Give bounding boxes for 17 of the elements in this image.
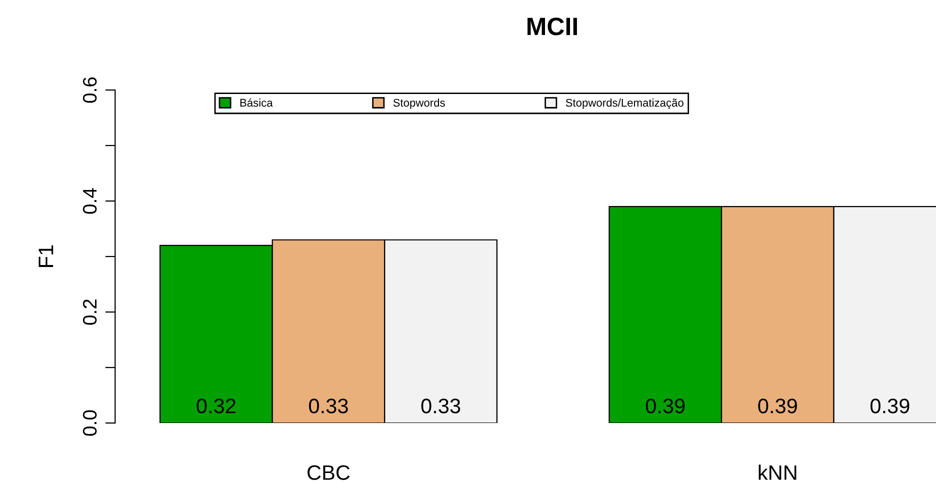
legend-label: Stopwords [393,98,445,109]
y-axis-title: F1 [38,245,54,267]
chart-title: MCII [528,18,577,36]
legend-label: Básica [240,98,273,107]
legend-label: Stopwords/Lematização [566,98,684,109]
y-tick-label: 0.4 [82,188,97,214]
data-label: 0.33 [309,398,348,414]
y-tick-label: 0.6 [82,77,97,103]
data-label: 0.33 [421,398,460,414]
data-label: 0.39 [758,398,797,414]
y-tick-label: 0.2 [82,299,97,325]
x-tick-label: CBC [308,465,350,480]
x-tick-label: kNN [758,464,796,480]
data-label: 0.32 [196,398,236,414]
y-tick-label: 0.0 [82,410,97,436]
data-label: 0.39 [870,398,910,414]
data-label: 0.39 [646,398,685,414]
